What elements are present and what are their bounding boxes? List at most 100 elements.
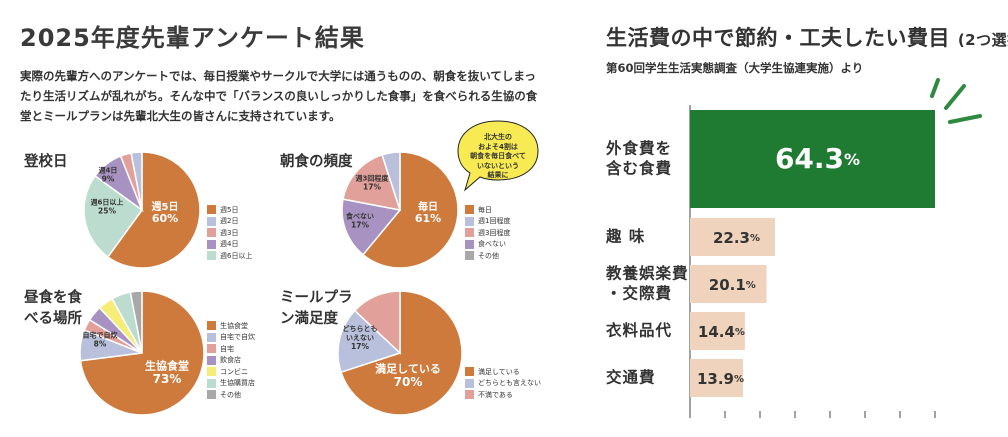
legend-item: 不満である [465, 389, 541, 401]
pie-slice-label: 8% [94, 340, 107, 349]
legend-item: その他 [465, 250, 510, 262]
legend-item: 自宅 [207, 343, 255, 355]
bubble-line: およそ4割は [478, 142, 518, 151]
legend-swatch [465, 378, 474, 388]
legend-swatch [465, 251, 474, 261]
legend-swatch [207, 205, 216, 215]
bar-chart-subtitle: 第60回学生生活実態調査（大学生協連実施）より [606, 61, 864, 75]
legend-item: 週1回程度 [465, 216, 510, 228]
legend-label: 生協食堂 [220, 321, 248, 330]
pie-slice-label: 食べない [345, 212, 374, 221]
legend-swatch [207, 332, 216, 342]
legend-swatch [465, 390, 474, 400]
pie-slice-label: 70% [394, 375, 423, 389]
legend-swatch [465, 367, 474, 377]
legend-swatch [207, 378, 216, 388]
bubble-text: 北大生の およそ4割は 朝食を毎日食べて いないという 結果に [455, 133, 541, 181]
bar-value-label: 64.3% [775, 142, 860, 175]
legend-item: コンビニ [207, 366, 255, 378]
bubble-line: 朝食を毎日食べて [470, 152, 526, 160]
legend-item: 飲食店 [207, 355, 255, 367]
legend-swatch [207, 355, 216, 365]
bubble-line: いないという [477, 161, 519, 170]
bubble-line: 結果に [487, 171, 509, 179]
legend-label: 満足している [478, 367, 520, 376]
legend-swatch [465, 216, 474, 226]
legend-item: 生協購買店 [207, 378, 255, 390]
legend-item: 週3回程度 [465, 227, 510, 239]
bar-value-label: 14.4% [698, 323, 745, 341]
legend-label: 週4日 [220, 240, 239, 249]
pie-slice [342, 153, 402, 211]
pie-slice-label: 生協食堂 [145, 359, 189, 373]
intro-line: 実際の先輩方へのアンケートでは、毎日授業やサークルで大学には通うものの、朝食を抜… [20, 69, 536, 83]
pie-slice-label: 毎日 [418, 200, 438, 213]
bar-category-label: 含む食費 [606, 159, 672, 178]
legend-label: 飲食店 [220, 356, 241, 365]
legend-label: コンビニ [220, 367, 248, 376]
legend-label: その他 [478, 251, 499, 260]
legend-swatch [465, 228, 474, 238]
pie-slice-label: 自宅で自炊 [83, 331, 119, 340]
legend-swatch [465, 205, 474, 215]
pie-legend-attendance: 週5日 週2日 週3日週4日週6日以上 [207, 204, 252, 262]
bar-category-label: 趣 味 [605, 227, 645, 246]
pie-slice-label: 9% [102, 175, 115, 184]
legend-item: 週5日 [207, 204, 252, 216]
pie-slice-label: いえない [346, 333, 374, 342]
legend-item: その他 [207, 389, 255, 401]
pie-legend-lunch-place: 生協食堂 自宅で自炊 自宅 飲食店 コンビニ 生協購買店 その他 [207, 320, 255, 401]
legend-label: 週1回程度 [478, 217, 511, 226]
legend-swatch [207, 390, 216, 400]
pie-slice [106, 151, 201, 269]
pie-slice-label: どちらとも [343, 324, 378, 333]
legend-item: 食べない [465, 239, 510, 251]
pie-title-mealplan: ミールプラン満足度 [280, 290, 353, 327]
legend-item: 毎日 [465, 204, 510, 216]
legend-swatch [207, 344, 216, 354]
pie-legend-breakfast: 毎日週1回程度 週3回程度 食べない その他 [465, 204, 510, 262]
bar-value-label: 22.3% [713, 229, 760, 247]
intro-text: 実際の先輩方へのアンケートでは、毎日授業やサークルで大学には通うものの、朝食を抜… [20, 66, 555, 126]
pie-slice [130, 151, 143, 211]
bar-chart-title-main: 生活費の中で節約・工夫したい費目 [606, 26, 950, 50]
legend-swatch [207, 228, 216, 238]
bar-chart-title-note: (2つ選択) [957, 31, 1008, 49]
bubble-shape [457, 120, 539, 192]
legend-swatch [207, 239, 216, 249]
callout-bubble: 北大生の およそ4割は 朝食を毎日食べて いないという 結果に [455, 118, 541, 194]
legend-label: 週6日以上 [220, 251, 253, 260]
legend-label: どちらとも言えない [478, 379, 541, 388]
pie-slice-label: 週3回程度 [356, 174, 390, 183]
bar [690, 110, 935, 208]
bar [690, 218, 775, 256]
pie-title-breakfast: 朝食の頻度 [280, 154, 353, 170]
pie-slice [381, 151, 401, 211]
pie-slice [337, 309, 402, 374]
legend-label: 不満である [478, 390, 513, 399]
legend-label: 週3日 [220, 228, 239, 237]
left-title: 2025年度先輩アンケート結果 [20, 24, 365, 52]
bar-value-label: 20.1% [709, 276, 756, 294]
pie-slice-label: 週5日 [152, 201, 179, 213]
legend-item: どちらとも言えない [465, 378, 541, 390]
pie-slice-label: 17% [351, 342, 369, 351]
legend-swatch [207, 251, 216, 261]
pie-slice [361, 151, 459, 269]
accent-line [930, 78, 940, 98]
legend-item: 週2日 [207, 216, 252, 228]
legend-swatch [207, 216, 216, 226]
pie-title-lunch-place: 昼食を食べる場所 [24, 290, 82, 327]
legend-item: 満足している [465, 366, 541, 378]
pie-slice-label: 60% [152, 212, 178, 225]
bar [690, 359, 743, 397]
legend-label: 自宅 [220, 344, 234, 353]
bar-chart-title: 生活費の中で節約・工夫したい費目 (2つ選択) [606, 22, 1008, 52]
bar [690, 265, 767, 303]
legend-label: 毎日 [478, 205, 492, 214]
